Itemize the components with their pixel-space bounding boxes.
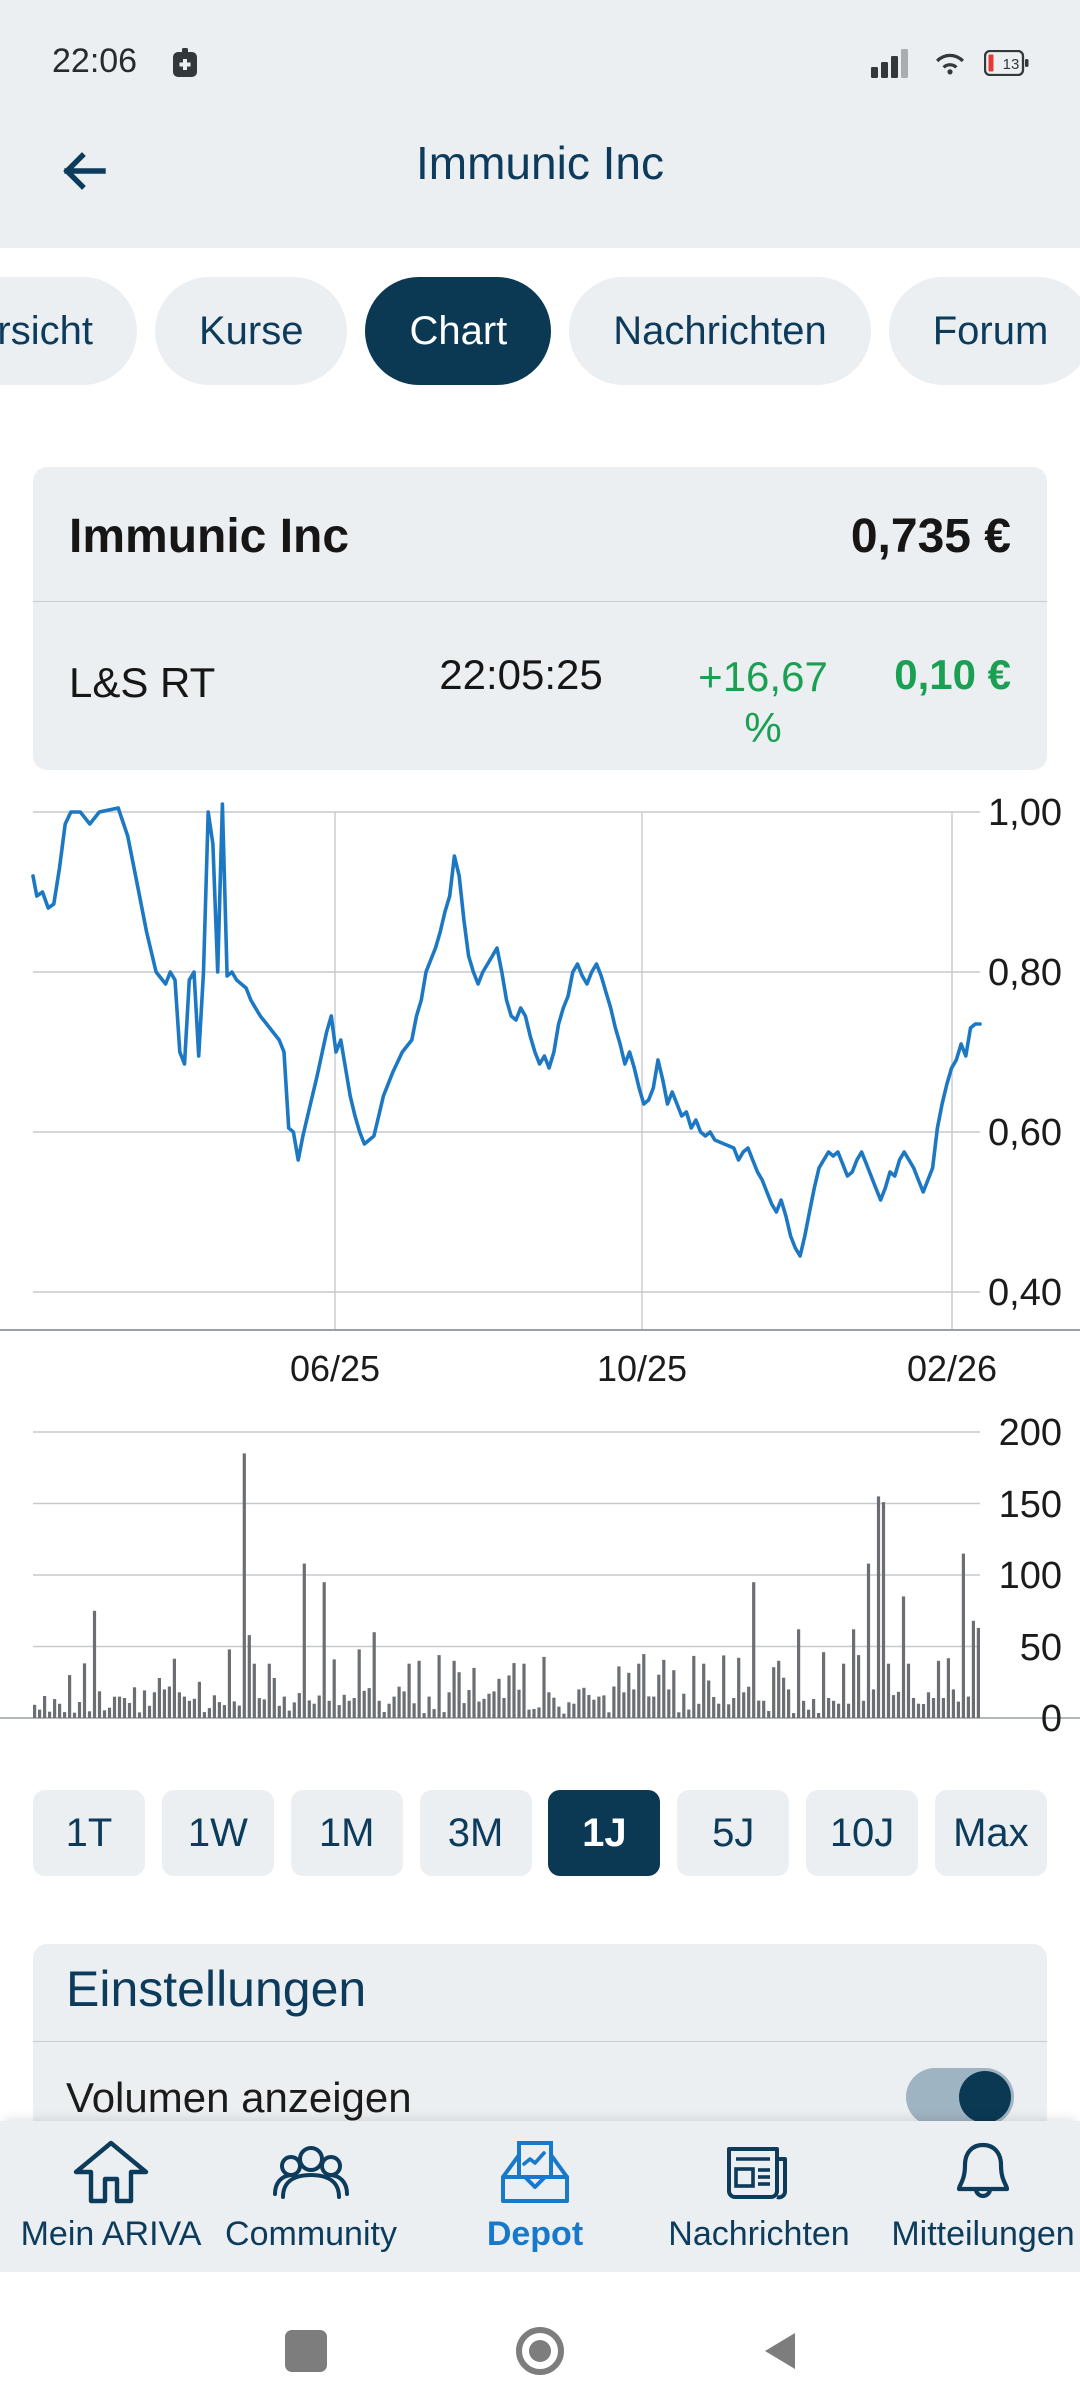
svg-text:13: 13	[1003, 56, 1020, 73]
